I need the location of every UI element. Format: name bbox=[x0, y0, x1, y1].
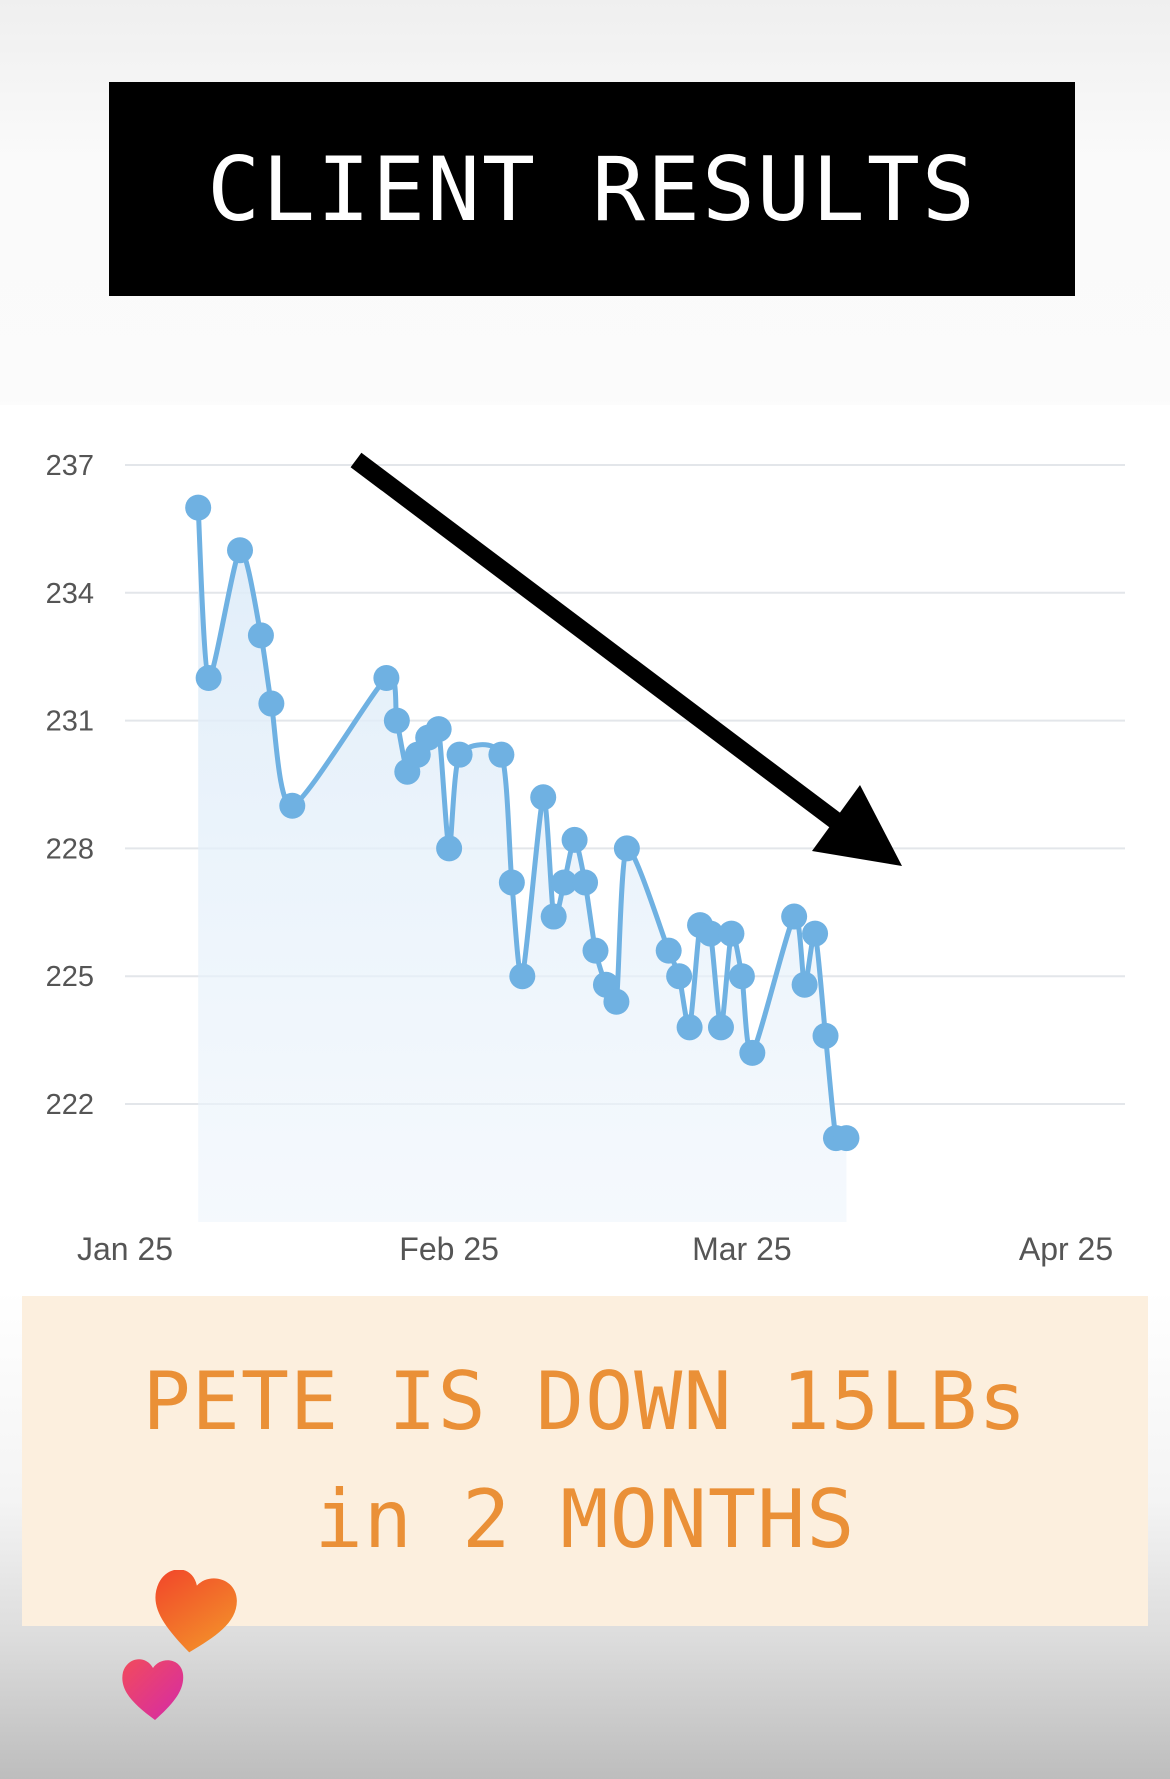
data-point bbox=[833, 1125, 860, 1152]
weight-chart: 237 234 231 228 225 222 Jan 25 Feb 25 Mar 25 Apr… bbox=[46, 450, 1125, 1267]
data-point bbox=[279, 792, 306, 819]
data-point bbox=[739, 1039, 766, 1066]
caption-line-1: PETE IS DOWN 15LBs bbox=[142, 1355, 1028, 1448]
data-point bbox=[540, 903, 567, 930]
data-point bbox=[613, 835, 640, 862]
small-heart-icon bbox=[122, 1659, 184, 1720]
data-point bbox=[676, 1014, 703, 1041]
data-point bbox=[436, 835, 463, 862]
data-point bbox=[781, 903, 808, 930]
trend-arrow-icon bbox=[350, 452, 902, 866]
data-point bbox=[509, 963, 536, 990]
data-point bbox=[655, 937, 682, 964]
big-heart-icon bbox=[155, 1570, 237, 1653]
page-title: CLIENT RESULTS bbox=[207, 137, 977, 241]
data-point bbox=[812, 1022, 839, 1049]
y-tick-label: 237 bbox=[46, 450, 94, 482]
y-tick-label: 234 bbox=[46, 578, 94, 610]
data-point bbox=[227, 537, 254, 564]
data-point bbox=[728, 963, 755, 990]
data-point bbox=[697, 920, 724, 947]
y-tick-label: 231 bbox=[46, 706, 94, 738]
data-point bbox=[530, 784, 557, 811]
x-tick-label: Apr 25 bbox=[1019, 1231, 1113, 1267]
data-point bbox=[802, 920, 829, 947]
title-banner: CLIENT RESULTS bbox=[109, 82, 1075, 296]
data-point bbox=[185, 494, 212, 521]
data-point bbox=[572, 869, 599, 896]
data-point bbox=[561, 826, 588, 853]
data-point bbox=[425, 716, 452, 743]
data-point bbox=[718, 920, 745, 947]
data-point bbox=[258, 690, 285, 717]
data-point bbox=[707, 1014, 734, 1041]
x-tick-label: Feb 25 bbox=[399, 1231, 499, 1267]
data-point bbox=[488, 741, 515, 768]
data-point bbox=[666, 963, 693, 990]
data-point bbox=[247, 622, 274, 649]
data-point bbox=[195, 665, 222, 691]
x-tick-label: Mar 25 bbox=[692, 1231, 792, 1267]
data-point bbox=[791, 971, 818, 998]
data-point bbox=[551, 869, 578, 896]
data-point bbox=[582, 937, 609, 964]
y-tick-label: 225 bbox=[46, 961, 94, 993]
caption-line-2: in 2 MONTHS bbox=[314, 1473, 856, 1566]
data-point bbox=[446, 741, 473, 768]
hearts-sticker-icon bbox=[122, 1570, 237, 1720]
data-point bbox=[603, 988, 630, 1015]
x-tick-label: Jan 25 bbox=[77, 1231, 173, 1267]
data-point bbox=[383, 707, 410, 734]
results-caption: PETE IS DOWN 15LBs in 2 MONTHS bbox=[22, 1296, 1148, 1626]
data-point bbox=[498, 869, 525, 896]
series-area-fill bbox=[198, 507, 847, 1223]
data-point bbox=[373, 665, 400, 691]
y-tick-label: 222 bbox=[46, 1089, 94, 1121]
y-tick-label: 228 bbox=[46, 833, 94, 865]
